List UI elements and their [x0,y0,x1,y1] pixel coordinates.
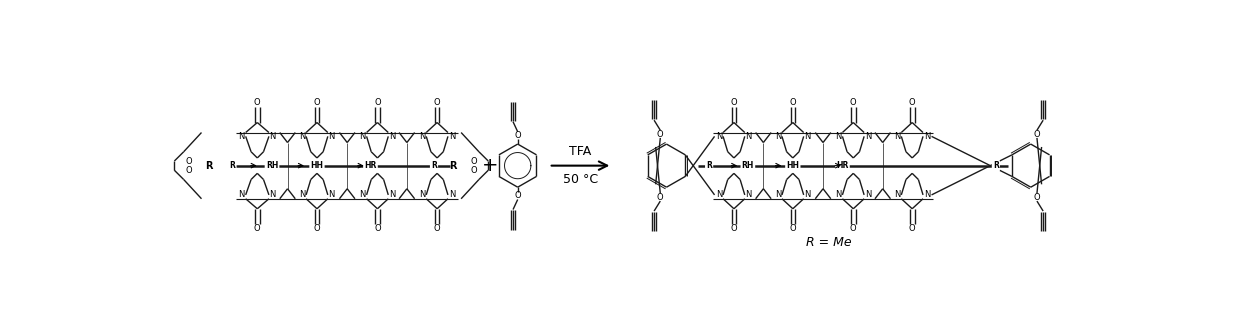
Text: O: O [849,224,857,233]
Text: N: N [419,132,425,141]
Text: N: N [805,132,811,141]
Text: N: N [836,132,842,141]
Text: N: N [836,190,842,199]
Text: R: R [229,161,236,170]
Text: O: O [374,224,381,233]
Text: N: N [238,132,246,141]
Text: HR: HR [836,161,848,170]
Text: N: N [864,132,872,141]
Text: N: N [299,132,305,141]
Text: O: O [790,224,796,233]
Text: N: N [389,190,396,199]
Text: O: O [471,166,477,175]
Text: O: O [849,98,857,107]
Text: O: O [185,156,192,166]
Text: N: N [389,132,396,141]
Text: HH: HH [310,161,324,170]
Text: R: R [993,161,998,170]
Text: N: N [360,190,366,199]
Text: N: N [775,190,781,199]
Text: N: N [745,190,751,199]
Text: O: O [657,130,663,138]
Text: O: O [909,224,915,233]
Text: N: N [805,190,811,199]
Text: N: N [329,132,335,141]
Text: N: N [775,132,781,141]
Text: N: N [269,190,277,199]
Text: N: N [924,132,930,141]
Text: 50 °C: 50 °C [563,173,598,186]
Text: O: O [657,193,663,202]
Text: N: N [299,190,305,199]
Text: O: O [254,98,260,107]
Text: O: O [314,224,320,233]
Text: R: R [707,161,712,170]
Text: R: R [432,161,436,170]
Text: N: N [269,132,277,141]
Text: O: O [1034,193,1040,202]
Text: N: N [894,132,900,141]
Text: O: O [730,224,738,233]
Text: O: O [909,98,915,107]
Text: O: O [254,224,260,233]
Text: O: O [314,98,320,107]
Text: R: R [450,161,458,171]
Text: N: N [864,190,872,199]
Text: O: O [374,98,381,107]
Text: O: O [515,191,521,200]
Text: O: O [471,156,477,166]
Text: O: O [434,98,440,107]
Text: HH: HH [786,161,800,170]
Text: O: O [790,98,796,107]
Text: O: O [185,166,192,175]
Text: O: O [515,131,521,140]
Text: O: O [1034,130,1040,138]
Text: R = Me: R = Me [806,236,852,249]
Text: N: N [449,190,455,199]
Text: O: O [434,224,440,233]
Text: N: N [745,132,751,141]
Text: TFA: TFA [569,145,591,158]
Text: RH: RH [265,161,278,170]
Text: +: + [481,156,498,175]
Text: O: O [730,98,738,107]
Text: N: N [238,190,246,199]
Text: N: N [329,190,335,199]
Text: N: N [715,132,723,141]
Text: N: N [360,132,366,141]
Text: N: N [715,190,723,199]
Text: HR: HR [365,161,377,170]
Text: RH: RH [742,161,754,170]
Text: N: N [419,190,425,199]
Text: N: N [449,132,455,141]
Text: N: N [894,190,900,199]
Text: N: N [924,190,930,199]
Text: R: R [206,161,213,171]
